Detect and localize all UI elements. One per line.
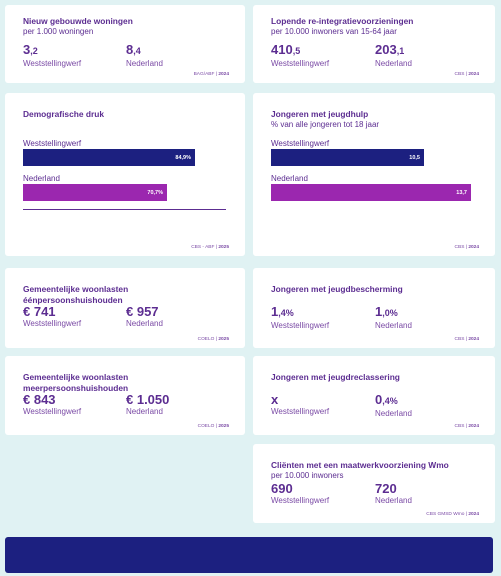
card-title: Lopende re-integratievoorzieningen [271, 16, 414, 26]
card-jeugdreclassering: Jongeren met jeugdreclassering x Westste… [253, 356, 495, 435]
value-row: 410,5 Weststellingwerf 203,1 Nederland [271, 42, 479, 68]
bar-nederland: 13,7 [271, 184, 471, 201]
ws-label: Weststellingwerf [271, 496, 330, 505]
card-subtitle: per 1.000 woningen [23, 26, 94, 36]
nl-label: Nederland [375, 409, 412, 418]
value-row: € 843 Weststellingwerf € 1.050 Nederland [23, 392, 229, 416]
ws-value: x [271, 392, 279, 407]
ws-label: Weststellingwerf [23, 59, 82, 68]
nl-label: Nederland [126, 407, 163, 416]
card-title: Gemeentelijke woonlasten éénpersoonshuis… [23, 284, 129, 305]
value-row: x Weststellingwerf 0,4% Nederland [271, 392, 479, 418]
card-title: Gemeentelijke woonlasten meerpersoonshui… [23, 372, 129, 393]
bar-label-nederland: Nederland [271, 174, 308, 183]
source-label: CBS | 2024 [454, 245, 479, 250]
nl-label: Nederland [126, 59, 163, 68]
nl-label: Nederland [375, 59, 412, 68]
nl-value: 1,0% [375, 304, 398, 319]
ws-value: € 843 [23, 392, 56, 407]
nl-value: € 957 [126, 304, 159, 319]
value-row: € 741 Weststellingwerf € 957 Nederland [23, 304, 229, 328]
card-demografische-druk: Demografische druk Weststellingwerf 84,9… [5, 93, 245, 256]
card-woonlasten-meerpersoons: Gemeentelijke woonlasten meerpersoonshui… [5, 356, 245, 435]
ws-label: Weststellingwerf [23, 319, 82, 328]
source-label: CBS | 2024 [454, 72, 479, 77]
card-subtitle: per 10.000 inwoners [271, 470, 344, 480]
nl-label: Nederland [375, 321, 412, 330]
card-title: Jongeren met jeugdbescherming [271, 284, 403, 294]
source-label: COELO | 2025 [197, 337, 229, 342]
nl-value: 720 [375, 481, 397, 496]
nl-value: 8,4 [126, 42, 141, 57]
card-nieuwbouw-woningen: Nieuw gebouwde woningen per 1.000 woning… [5, 5, 245, 83]
ws-value: 1,4% [271, 304, 294, 319]
ws-value: 410,5 [271, 42, 301, 57]
nl-value: 203,1 [375, 42, 405, 57]
source-label: CBS | 2024 [454, 337, 479, 342]
ws-label: Weststellingwerf [23, 407, 82, 416]
bar-nederland: 70,7% [23, 184, 167, 201]
ws-value: 3,2 [23, 42, 38, 57]
source-label: COELO | 2025 [197, 424, 229, 429]
bar-label-weststellingwerf: Weststellingwerf [23, 139, 82, 148]
source-label: CBS | 2024 [454, 424, 479, 429]
footer-bar [5, 537, 493, 573]
bar-weststellingwerf: 84,9% [23, 149, 195, 166]
card-reintegratie: Lopende re-integratievoorzieningen per 1… [253, 5, 495, 83]
ws-label: Weststellingwerf [271, 321, 330, 330]
card-subtitle: % van alle jongeren tot 18 jaar [271, 119, 380, 129]
ws-value: 690 [271, 481, 293, 496]
chart-axis [23, 209, 226, 210]
nl-label: Nederland [126, 319, 163, 328]
card-title: Cliënten met een maatwerkvoorziening Wmo [271, 460, 449, 470]
card-woonlasten-eenpersoons: Gemeentelijke woonlasten éénpersoonshuis… [5, 268, 245, 348]
value-row: 1,4% Weststellingwerf 1,0% Nederland [271, 304, 479, 330]
ws-value: € 741 [23, 304, 56, 319]
card-title: Jongeren met jeugdhulp [271, 109, 369, 119]
nl-value: 0,4% [375, 392, 398, 407]
bar-label-weststellingwerf: Weststellingwerf [271, 139, 330, 148]
value-row: 3,2 Weststellingwerf 8,4 Nederland [23, 42, 229, 68]
card-jeugdhulp: Jongeren met jeugdhulp % van alle jonger… [253, 93, 495, 256]
ws-label: Weststellingwerf [271, 59, 330, 68]
card-jeugdbescherming: Jongeren met jeugdbescherming 1,4% Wests… [253, 268, 495, 348]
source-label: CBS GMSD Wmo | 2024 [426, 512, 479, 517]
nl-label: Nederland [375, 496, 412, 505]
card-subtitle: per 10.000 inwoners van 15-64 jaar [271, 26, 397, 36]
source-label: BAG/ABF | 2024 [193, 72, 229, 77]
card-title: Jongeren met jeugdreclassering [271, 372, 400, 382]
card-wmo-clienten: Cliënten met een maatwerkvoorziening Wmo… [253, 444, 495, 523]
source-label: CBS - ABF | 2025 [191, 245, 229, 250]
ws-label: Weststellingwerf [271, 407, 330, 416]
card-title: Nieuw gebouwde woningen [23, 16, 133, 26]
value-row: 690 Weststellingwerf 720 Nederland [271, 481, 479, 505]
bar-label-nederland: Nederland [23, 174, 60, 183]
bar-weststellingwerf: 10,5 [271, 149, 424, 166]
nl-value: € 1.050 [126, 392, 170, 407]
card-title: Demografische druk [23, 109, 104, 119]
